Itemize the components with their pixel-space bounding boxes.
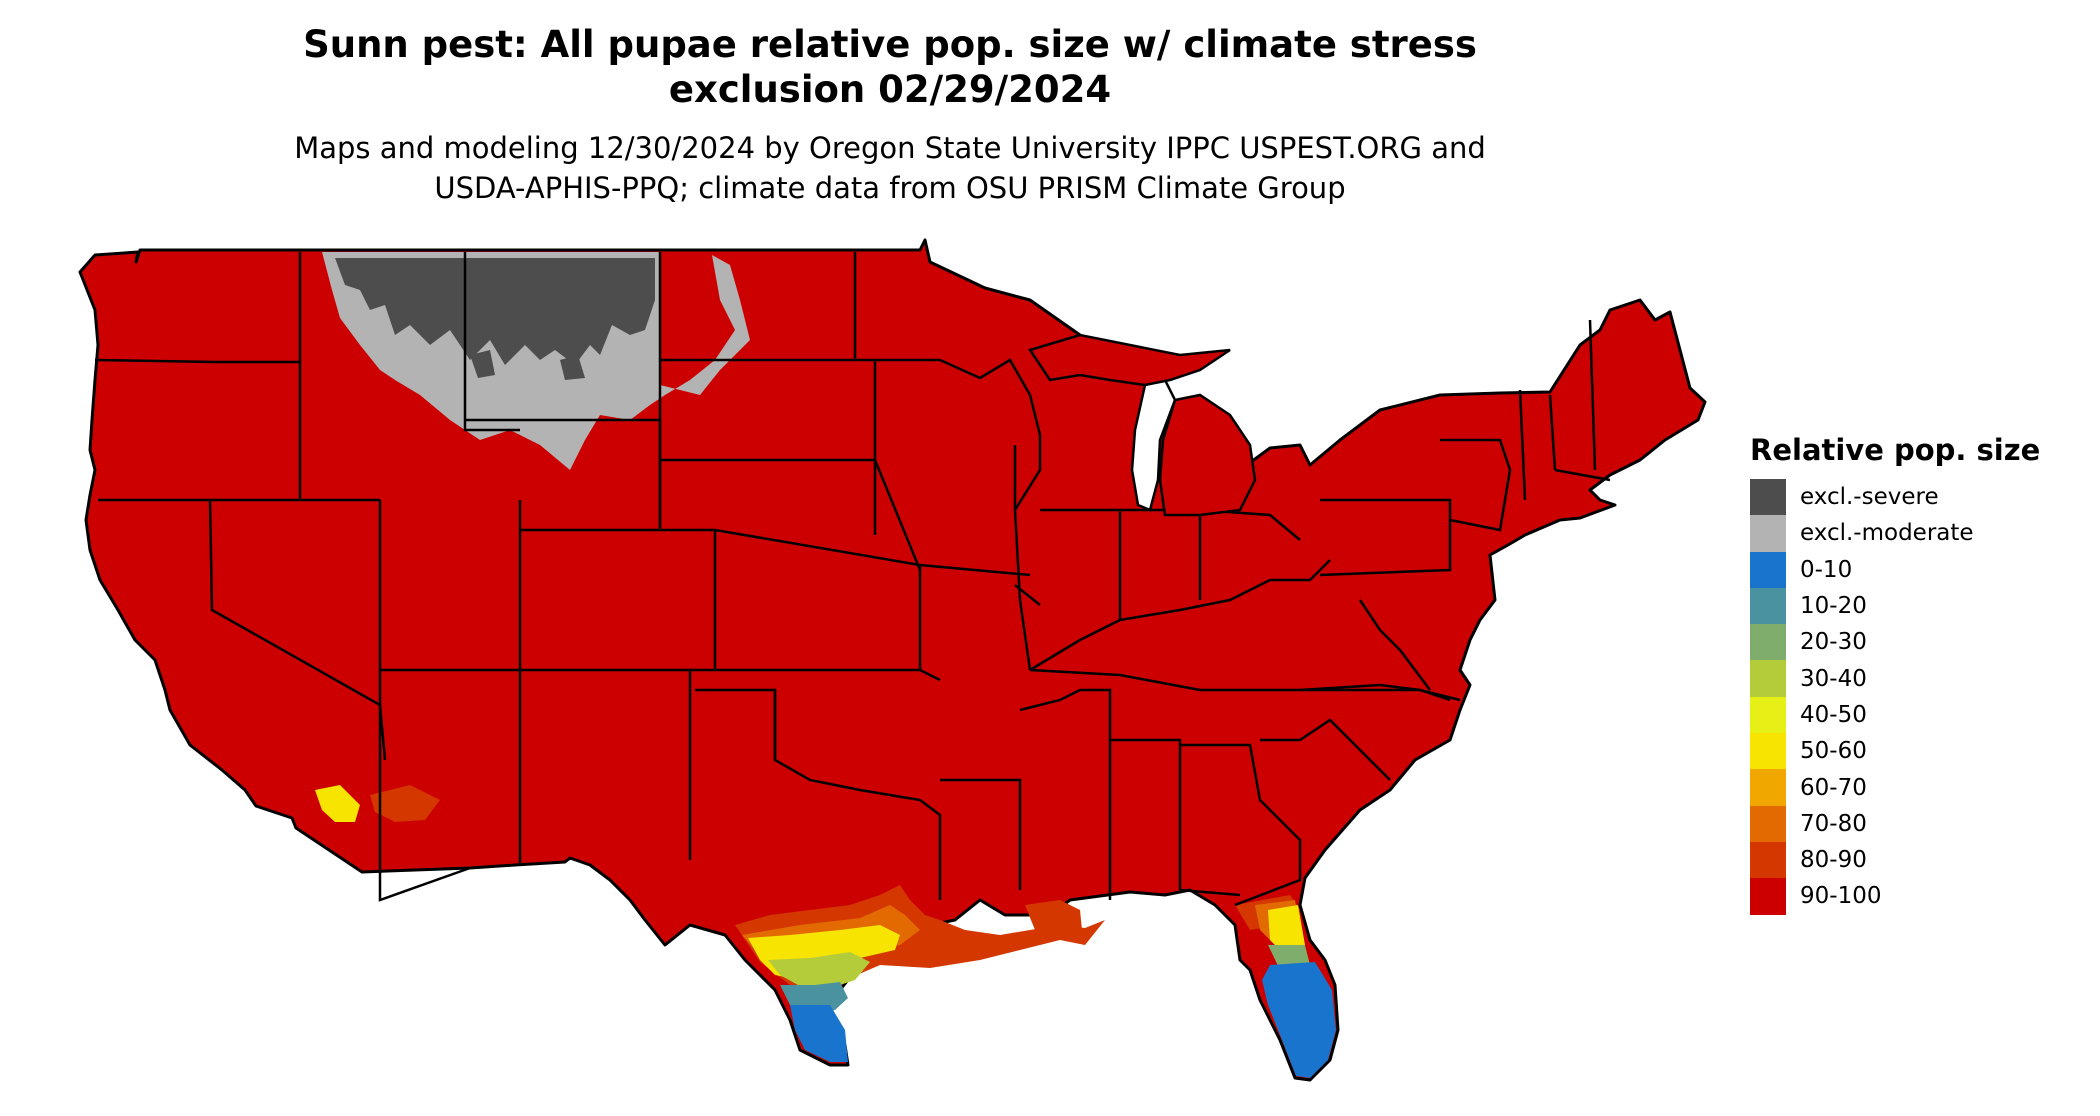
legend-swatch <box>1750 805 1786 842</box>
legend-item: 50-60 <box>1750 733 2040 770</box>
exclusion-severe-areas <box>335 258 655 380</box>
legend-item: 30-40 <box>1750 660 2040 697</box>
legend-item: 0-10 <box>1750 551 2040 588</box>
legend-swatch <box>1750 551 1786 588</box>
legend-title: Relative pop. size <box>1750 433 2041 467</box>
legend-label: excl.-moderate <box>1800 520 1974 547</box>
southern-gradient-zones <box>315 785 1336 1078</box>
lower-michigan <box>1158 393 1257 517</box>
legend-item: 90-100 <box>1750 878 2040 915</box>
legend-item: 70-80 <box>1750 805 2040 842</box>
legend-item: 10-20 <box>1750 587 2040 625</box>
legend-label: 0-10 <box>1800 556 1853 583</box>
legend-label: 50-60 <box>1800 738 1867 765</box>
legend-swatch <box>1750 769 1786 806</box>
map-title: Sunn pest: All pupae relative pop. size … <box>140 22 1640 112</box>
legend-label: 90-100 <box>1800 883 1882 910</box>
legend-items: excl.-severe excl.-moderate 0-10 10-20 2… <box>1750 479 2040 915</box>
legend-label: 30-40 <box>1800 665 1867 692</box>
legend-swatch <box>1750 660 1786 697</box>
upper-michigan <box>1028 333 1231 387</box>
lake-michigan <box>1130 378 1177 512</box>
legend-item: 60-70 <box>1750 769 2040 806</box>
legend-item: 80-90 <box>1750 841 2040 879</box>
legend-label: excl.-severe <box>1800 484 1939 511</box>
legend-swatch <box>1750 587 1786 625</box>
legend-item: excl.-moderate <box>1750 515 2040 552</box>
map-title-line2: exclusion 02/29/2024 <box>668 68 1112 111</box>
legend-item: 40-50 <box>1750 696 2040 734</box>
map-subtitle: Maps and modeling 12/30/2024 by Oregon S… <box>140 128 1640 208</box>
legend-swatch <box>1750 696 1786 734</box>
state-boundaries <box>94 252 1611 907</box>
map-title-line1: Sunn pest: All pupae relative pop. size … <box>303 23 1477 66</box>
legend-swatch <box>1750 624 1786 661</box>
map-subtitle-line2: USDA-APHIS-PPQ; climate data from OSU PR… <box>434 171 1346 205</box>
legend-label: 70-80 <box>1800 810 1867 837</box>
legend: Relative pop. size excl.-severe excl.-mo… <box>1750 433 2040 915</box>
legend-swatch <box>1750 841 1786 879</box>
legend-label: 80-90 <box>1800 847 1867 874</box>
legend-label: 60-70 <box>1800 774 1867 801</box>
legend-label: 20-30 <box>1800 629 1867 656</box>
legend-item: 20-30 <box>1750 624 2040 661</box>
legend-swatch <box>1750 733 1786 770</box>
map-subtitle-line1: Maps and modeling 12/30/2024 by Oregon S… <box>294 131 1486 165</box>
legend-item: excl.-severe <box>1750 479 2040 516</box>
legend-swatch <box>1750 878 1786 915</box>
legend-swatch <box>1750 515 1786 552</box>
legend-swatch <box>1750 479 1786 516</box>
legend-label: 10-20 <box>1800 593 1867 620</box>
legend-label: 40-50 <box>1800 701 1867 728</box>
